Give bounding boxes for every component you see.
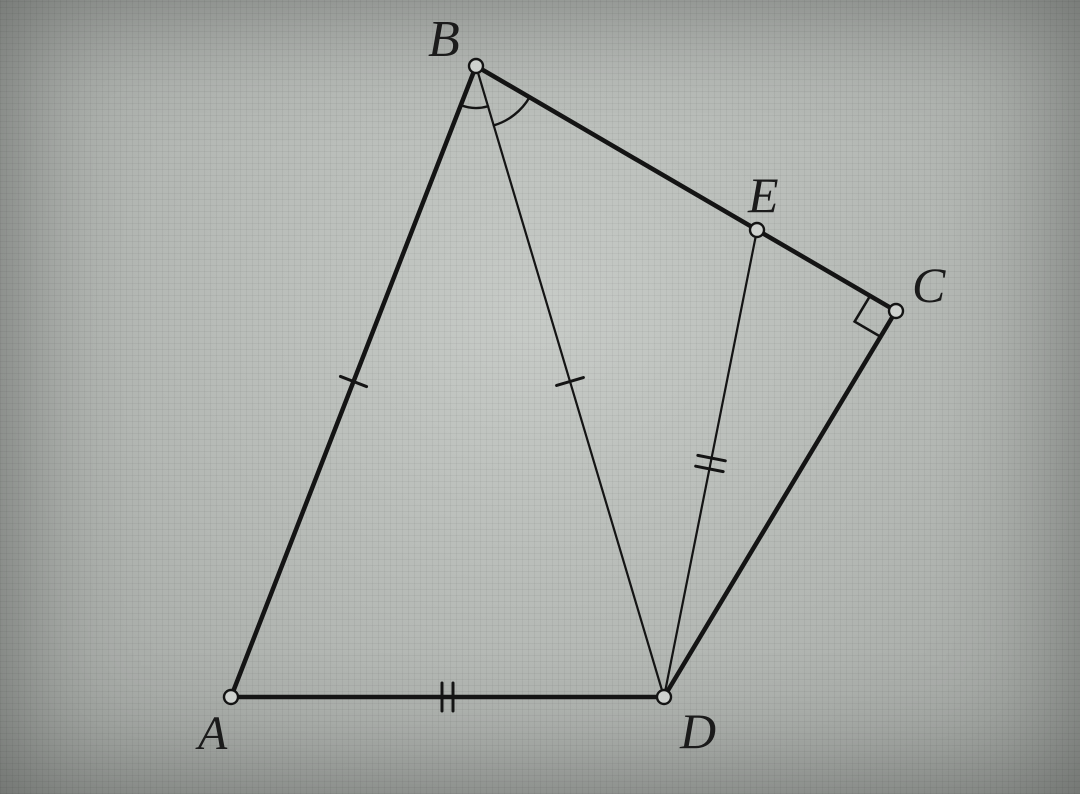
geometry-diagram bbox=[0, 0, 1080, 794]
vertex-label-a: A bbox=[198, 706, 227, 761]
vertex-label-b: B bbox=[428, 10, 460, 69]
vertex-label-e: E bbox=[748, 166, 779, 224]
vertex-label-d: D bbox=[680, 702, 716, 760]
vertex-label-c: C bbox=[912, 256, 945, 314]
